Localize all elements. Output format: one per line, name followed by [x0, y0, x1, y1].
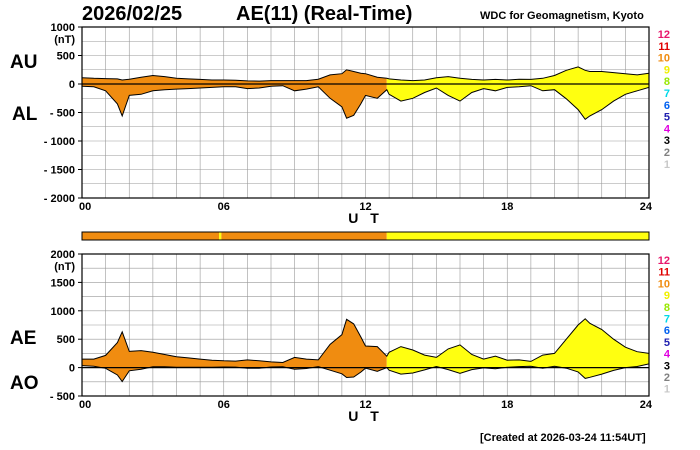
top-area-realtime: [386, 66, 649, 120]
top-legend-station: 9: [664, 64, 670, 76]
bottom-unit-label: (nT): [54, 261, 75, 273]
top-legend-station: 7: [664, 88, 670, 100]
top-legend-station: 3: [664, 135, 670, 147]
top-x-tick-label: 18: [501, 201, 513, 213]
top-y-tick-label: 0: [69, 79, 75, 91]
bottom-series-ae: [82, 318, 649, 364]
top-x-axis-label: U T: [348, 210, 383, 226]
bottom-area-final: [82, 319, 387, 382]
top-unit-label: (nT): [54, 34, 75, 46]
top-legend-station: 2: [664, 147, 670, 159]
bottom-legend-station: 12: [658, 255, 670, 267]
top-x-tick-label: 06: [218, 201, 230, 213]
bottom-legend-station: 3: [664, 360, 670, 372]
status-bar-segment: [82, 232, 220, 240]
top-x-tick-label: 24: [640, 201, 653, 213]
status-bar-segment: [219, 232, 222, 240]
chart-date: 2026/02/25: [82, 3, 183, 25]
bottom-y-tick-label: 500: [57, 334, 75, 346]
bottom-y-tick-label: 0: [69, 363, 75, 375]
data-source: WDC for Geomagnetism, Kyoto: [480, 10, 644, 22]
bottom-x-tick-label: 00: [79, 399, 91, 411]
bottom-legend-station: 7: [664, 314, 670, 326]
top-legend-station: 4: [664, 123, 671, 135]
top-legend-station: 1: [664, 159, 670, 171]
top-legend-station: 11: [658, 41, 670, 53]
ao-label: AO: [10, 373, 39, 394]
top-legend-station: 12: [658, 29, 670, 41]
top-series-al: [82, 85, 649, 120]
top-y-tick-label: 1000: [51, 22, 75, 34]
bottom-legend-station: 5: [664, 337, 670, 349]
al-label: AL: [12, 104, 38, 125]
top-y-tick-label: - 1500: [44, 165, 75, 177]
bottom-legend-station: 2: [664, 372, 670, 384]
top-y-tick-label: - 2000: [44, 193, 75, 205]
top-y-tick-label: - 500: [50, 108, 75, 120]
bottom-legend-station: 8: [664, 302, 670, 314]
bottom-legend-station: 6: [664, 325, 670, 337]
bottom-x-axis-label: U T: [348, 408, 383, 424]
top-series-au: [82, 66, 649, 82]
top-area-final: [82, 69, 387, 119]
bottom-y-tick-label: 1000: [51, 306, 75, 318]
bottom-legend-station: 4: [664, 349, 671, 361]
bottom-x-tick-label: 18: [501, 399, 513, 411]
au-label: AU: [10, 52, 38, 73]
bottom-frame: [81, 253, 650, 397]
top-legend-station: 10: [658, 53, 670, 65]
bottom-legend-station: 10: [658, 278, 670, 290]
bottom-area-realtime: [386, 318, 649, 379]
bottom-y-tick-label: 1500: [51, 277, 75, 289]
top-y-tick-label: - 1000: [44, 136, 75, 148]
top-legend-station: 6: [664, 100, 670, 112]
top-legend-station: 8: [664, 76, 670, 88]
top-x-tick-label: 00: [79, 201, 91, 213]
bottom-x-tick-label: 24: [640, 399, 653, 411]
bottom-x-tick-label: 12: [359, 399, 371, 411]
bottom-legend-station: 11: [658, 267, 670, 279]
status-bar-segment: [221, 232, 387, 240]
top-y-tick-label: 500: [57, 51, 75, 63]
created-timestamp: [Created at 2026-03-24 11:54UT]: [480, 432, 646, 444]
bottom-x-tick-label: 06: [218, 399, 230, 411]
top-legend-station: 5: [664, 112, 670, 124]
status-bar-frame: [81, 231, 650, 241]
status-bar-segment: [386, 232, 649, 240]
bottom-y-tick-label: 2000: [51, 249, 75, 261]
chart-title: AE(11) (Real-Time): [236, 3, 413, 25]
ae-label: AE: [10, 328, 37, 349]
top-x-tick-label: 12: [359, 201, 371, 213]
bottom-legend-station: 1: [664, 384, 670, 396]
bottom-y-tick-label: - 500: [50, 391, 75, 403]
bottom-legend-station: 9: [664, 290, 670, 302]
